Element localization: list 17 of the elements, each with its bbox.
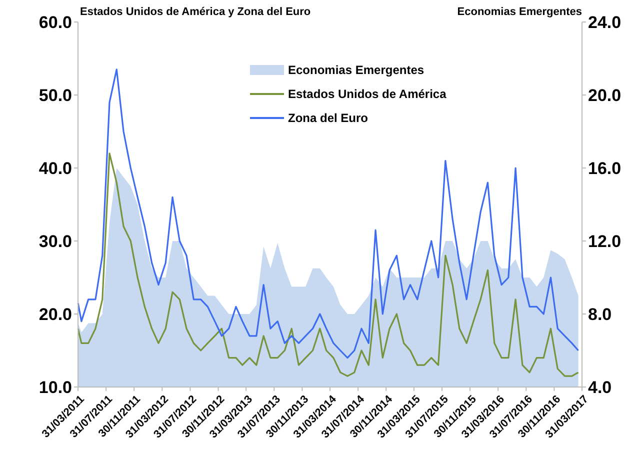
- y-tick-label: 60.0: [38, 12, 72, 32]
- y2-tick-label: 12.0: [588, 232, 622, 251]
- legend-label: Economias Emergentes: [288, 63, 424, 78]
- y-tick-label: 20.0: [38, 304, 72, 324]
- legend-label: Estados Unidos de América: [288, 87, 447, 102]
- y-tick-label: 50.0: [38, 86, 72, 105]
- y2-tick-label: 24.0: [588, 12, 622, 32]
- y2-tick-label: 4.0: [588, 378, 612, 397]
- y2-tick-label: 20.0: [588, 86, 622, 105]
- y-tick-label: 40.0: [38, 158, 72, 178]
- y2-axis-title: Economias Emergentes: [457, 6, 582, 18]
- y2-tick-label: 8.0: [588, 304, 612, 324]
- y-tick-label: 10.0: [38, 378, 72, 397]
- y-tick-label: 30.0: [38, 232, 72, 251]
- legend-label: Zona del Euro: [288, 111, 368, 126]
- y2-tick-label: 16.0: [588, 158, 622, 178]
- y-axis-title: Estados Unidos de América y Zona del Euro: [80, 6, 311, 18]
